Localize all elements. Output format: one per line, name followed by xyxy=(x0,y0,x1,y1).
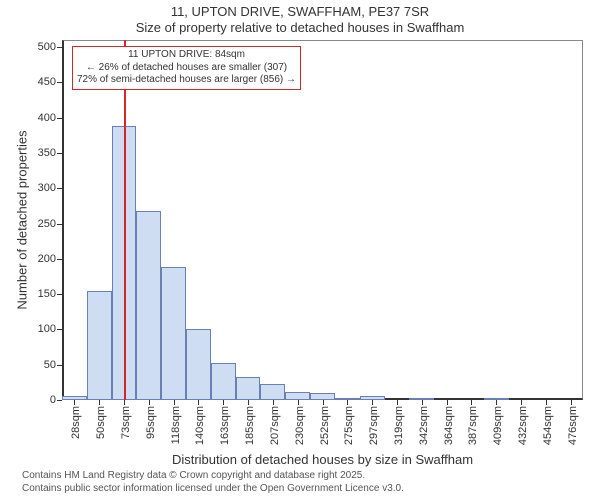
x-tick-label: 319sqm xyxy=(393,406,405,445)
x-tick-label: 342sqm xyxy=(418,406,430,445)
x-tick-label: 432sqm xyxy=(517,406,529,445)
y-tick-mark xyxy=(57,365,62,366)
x-tick-label: 207sqm xyxy=(269,406,281,445)
chart-title: 11, UPTON DRIVE, SWAFFHAM, PE37 7SR xyxy=(0,4,600,20)
x-tick-label: 73sqm xyxy=(120,406,132,439)
y-tick-mark xyxy=(57,329,62,330)
x-tick-label: 28sqm xyxy=(70,406,82,439)
x-tick-label: 230sqm xyxy=(294,406,306,445)
y-tick-mark xyxy=(57,82,62,83)
footer-line-1: Contains HM Land Registry data © Crown c… xyxy=(22,470,404,483)
chart-plot-area: 05010015020025030035040045050028sqm50sqm… xyxy=(62,40,583,400)
y-tick-mark xyxy=(57,259,62,260)
histogram-bar xyxy=(161,267,186,400)
x-tick-mark xyxy=(298,400,299,405)
x-tick-mark xyxy=(248,400,249,405)
x-tick-mark xyxy=(521,400,522,405)
y-tick-mark xyxy=(57,294,62,295)
property-annotation: 11 UPTON DRIVE: 84sqm← 26% of detached h… xyxy=(72,46,301,90)
histogram-bar xyxy=(236,377,261,400)
chart-title-block: 11, UPTON DRIVE, SWAFFHAM, PE37 7SR Size… xyxy=(0,4,600,35)
histogram-bar xyxy=(136,211,161,400)
x-tick-mark xyxy=(347,400,348,405)
x-tick-mark xyxy=(198,400,199,405)
y-tick-mark xyxy=(57,224,62,225)
x-tick-mark xyxy=(74,400,75,405)
chart-subtitle: Size of property relative to detached ho… xyxy=(0,20,600,36)
x-tick-mark xyxy=(174,400,175,405)
x-tick-mark xyxy=(571,400,572,405)
x-tick-mark xyxy=(99,400,100,405)
x-tick-label: 140sqm xyxy=(194,406,206,445)
property-marker-line xyxy=(124,40,126,400)
histogram-bar xyxy=(285,392,310,400)
y-axis-title: Number of detached properties xyxy=(15,130,30,309)
x-tick-label: 454sqm xyxy=(542,406,554,445)
annotation-line-1: 11 UPTON DRIVE: 84sqm xyxy=(77,49,296,62)
x-tick-label: 275sqm xyxy=(343,406,355,445)
x-tick-label: 409sqm xyxy=(492,406,504,445)
x-tick-label: 185sqm xyxy=(244,406,256,445)
x-tick-mark xyxy=(273,400,274,405)
histogram-bar xyxy=(186,329,211,400)
x-tick-label: 476sqm xyxy=(567,406,579,445)
x-tick-mark xyxy=(149,400,150,405)
x-tick-label: 364sqm xyxy=(443,406,455,445)
x-axis-title: Distribution of detached houses by size … xyxy=(172,452,473,467)
y-tick-mark xyxy=(57,47,62,48)
x-tick-label: 118sqm xyxy=(170,406,182,444)
x-tick-mark xyxy=(323,400,324,405)
x-tick-label: 50sqm xyxy=(95,406,107,439)
y-tick-mark xyxy=(57,118,62,119)
histogram-bar xyxy=(310,393,335,400)
x-tick-mark xyxy=(124,400,125,405)
x-tick-label: 95sqm xyxy=(145,406,157,439)
annotation-line-2: ← 26% of detached houses are smaller (30… xyxy=(77,62,296,75)
x-tick-mark xyxy=(496,400,497,405)
footer-line-2: Contains public sector information licen… xyxy=(22,483,404,496)
x-tick-mark xyxy=(422,400,423,405)
histogram-bar xyxy=(87,291,112,400)
x-tick-mark xyxy=(471,400,472,405)
x-tick-mark xyxy=(223,400,224,405)
x-tick-mark xyxy=(546,400,547,405)
x-tick-label: 163sqm xyxy=(219,406,231,445)
x-tick-label: 297sqm xyxy=(368,406,380,445)
x-tick-mark xyxy=(372,400,373,405)
x-tick-mark xyxy=(447,400,448,405)
x-tick-label: 387sqm xyxy=(467,406,479,445)
x-tick-label: 252sqm xyxy=(319,406,331,445)
y-tick-mark xyxy=(57,188,62,189)
histogram-bar xyxy=(211,363,236,400)
annotation-line-3: 72% of semi-detached houses are larger (… xyxy=(77,74,296,87)
footer-attribution: Contains HM Land Registry data © Crown c… xyxy=(22,470,404,495)
x-tick-mark xyxy=(397,400,398,405)
y-tick-mark xyxy=(57,153,62,154)
y-tick-mark xyxy=(57,400,62,401)
histogram-bar xyxy=(260,384,285,400)
